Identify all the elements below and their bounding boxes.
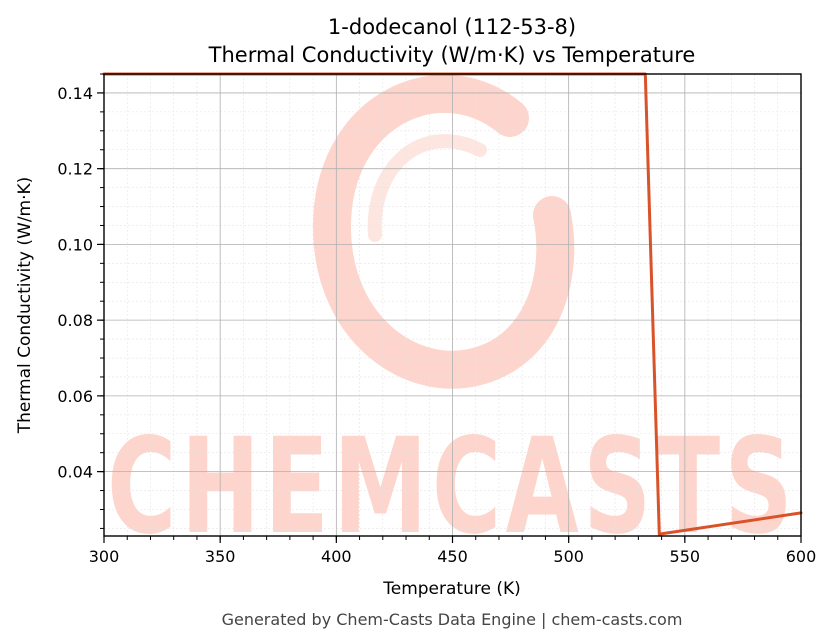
x-tick-label: 400 [321, 547, 352, 566]
x-tick-label: 550 [670, 547, 701, 566]
chart-title: 1-dodecanol (112-53-8) [328, 15, 576, 39]
y-tick-label: 0.08 [57, 311, 93, 330]
x-axis-label: Temperature (K) [382, 579, 521, 599]
y-tick-label: 0.10 [57, 235, 93, 254]
x-tick-label: 300 [89, 547, 120, 566]
y-tick-label: 0.14 [57, 84, 93, 103]
y-tick-label: 0.06 [57, 387, 93, 406]
ticks: 300 350 400 450 500 550 600 0.04 0.06 0.08 0.10 0.1… [57, 73, 817, 566]
x-tick-label: 600 [786, 547, 817, 566]
y-tick-label: 0.12 [57, 160, 93, 179]
chart-subtitle: Thermal Conductivity (W/m·K) vs Temperat… [208, 43, 696, 67]
x-tick-label: 500 [553, 547, 584, 566]
x-tick-label: 450 [437, 547, 468, 566]
x-tick-label: 350 [205, 547, 236, 566]
y-axis-label: Thermal Conductivity (W/m·K) [15, 177, 35, 435]
y-tick-label: 0.04 [57, 463, 93, 482]
watermark-text: CHEMCASTS [107, 410, 797, 564]
footer-credit: Generated by Chem-Casts Data Engine | ch… [222, 610, 683, 629]
